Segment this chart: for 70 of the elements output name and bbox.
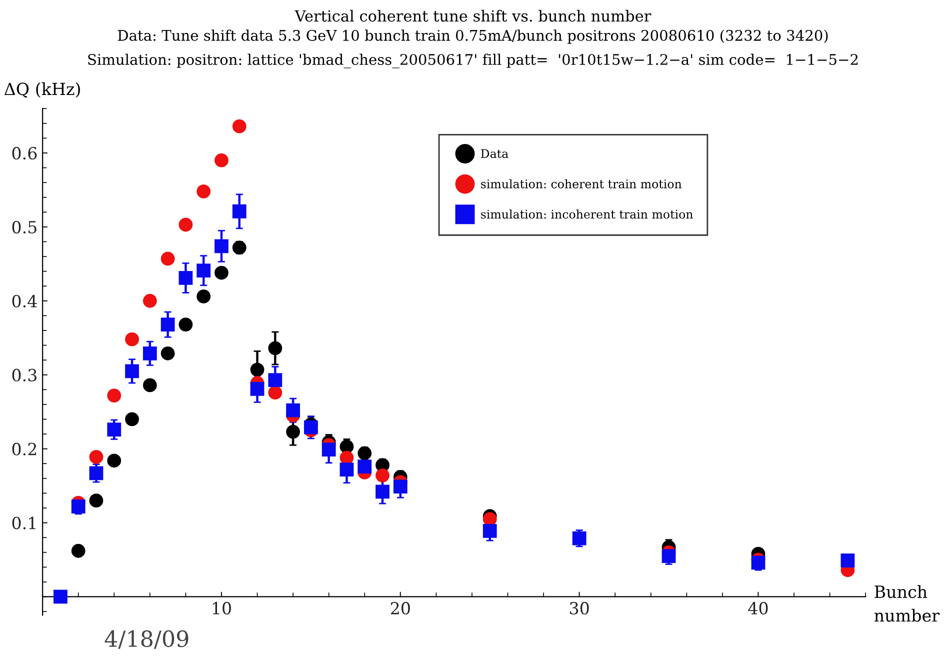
point [304, 420, 318, 434]
point [376, 484, 390, 499]
point [340, 462, 354, 476]
point [376, 468, 390, 482]
text: 4/18/09 [104, 630, 188, 649]
point [358, 460, 372, 474]
legend-label: simulation: coherent train motion [481, 179, 682, 188]
y-tick-label: 0.1 [12, 516, 36, 530]
point [572, 531, 586, 546]
x-tick-label: 40 [748, 602, 768, 614]
point [751, 556, 766, 570]
point [250, 382, 264, 396]
point [322, 442, 336, 456]
point [107, 388, 122, 402]
point [142, 378, 157, 392]
point [286, 403, 300, 418]
y-tick-label: 0.4 [12, 294, 37, 308]
point [340, 440, 354, 454]
point [358, 446, 372, 460]
point [89, 466, 104, 480]
point [286, 424, 300, 439]
y-tick-label: 0.5 [12, 220, 36, 234]
point [196, 289, 211, 304]
point [160, 346, 175, 360]
y-tick-label: 0.3 [12, 368, 36, 382]
point [178, 218, 193, 232]
point [160, 318, 175, 332]
point [196, 184, 211, 198]
point [107, 454, 122, 468]
point [125, 332, 139, 346]
point [214, 266, 228, 280]
point [142, 346, 157, 360]
point [840, 554, 855, 568]
x-tick-label: 10 [212, 602, 231, 614]
y-tick-label: 0.6 [12, 146, 37, 160]
point [232, 240, 246, 255]
point [268, 373, 282, 387]
point [142, 294, 157, 308]
x-tick-label: 20 [390, 602, 410, 614]
chart-title: Vertical coherent tune shift vs. bunch number [294, 10, 652, 22]
point [232, 204, 246, 218]
point [214, 153, 228, 168]
point [54, 590, 68, 604]
point [232, 119, 246, 134]
point [71, 544, 86, 558]
point [89, 450, 104, 464]
legend-label: Data [480, 149, 508, 158]
legend-label: simulation: incoherent train motion [481, 210, 693, 219]
point [196, 264, 211, 278]
point [393, 480, 408, 494]
chart-subtitle: Data: Tune shift data 5.3 GeV 10 bunch train 0.75mA/bunch positrons 20080610 (3232 to 3420) Simulation: positron: lattice 'bmad_chess_20050617' fill patt= '0r10t15w−1.2−a' sim code= 1−1−5−2 [88, 30, 858, 68]
point [482, 524, 497, 538]
point [250, 362, 264, 377]
point [214, 239, 228, 254]
x-tick-label: 30 [570, 602, 589, 614]
point [89, 494, 104, 508]
point [662, 549, 676, 564]
point [160, 252, 175, 266]
point [71, 500, 86, 514]
point [178, 318, 193, 332]
point [178, 271, 193, 285]
y-axis-title: ΔQ (kHz) [4, 82, 80, 98]
x-axis-title: Bunch number [874, 585, 940, 622]
point [268, 341, 282, 356]
point [125, 364, 139, 378]
y-tick-label: 0.2 [12, 442, 36, 456]
point [107, 422, 122, 437]
point [268, 386, 282, 400]
point [125, 412, 139, 426]
point [340, 450, 354, 465]
